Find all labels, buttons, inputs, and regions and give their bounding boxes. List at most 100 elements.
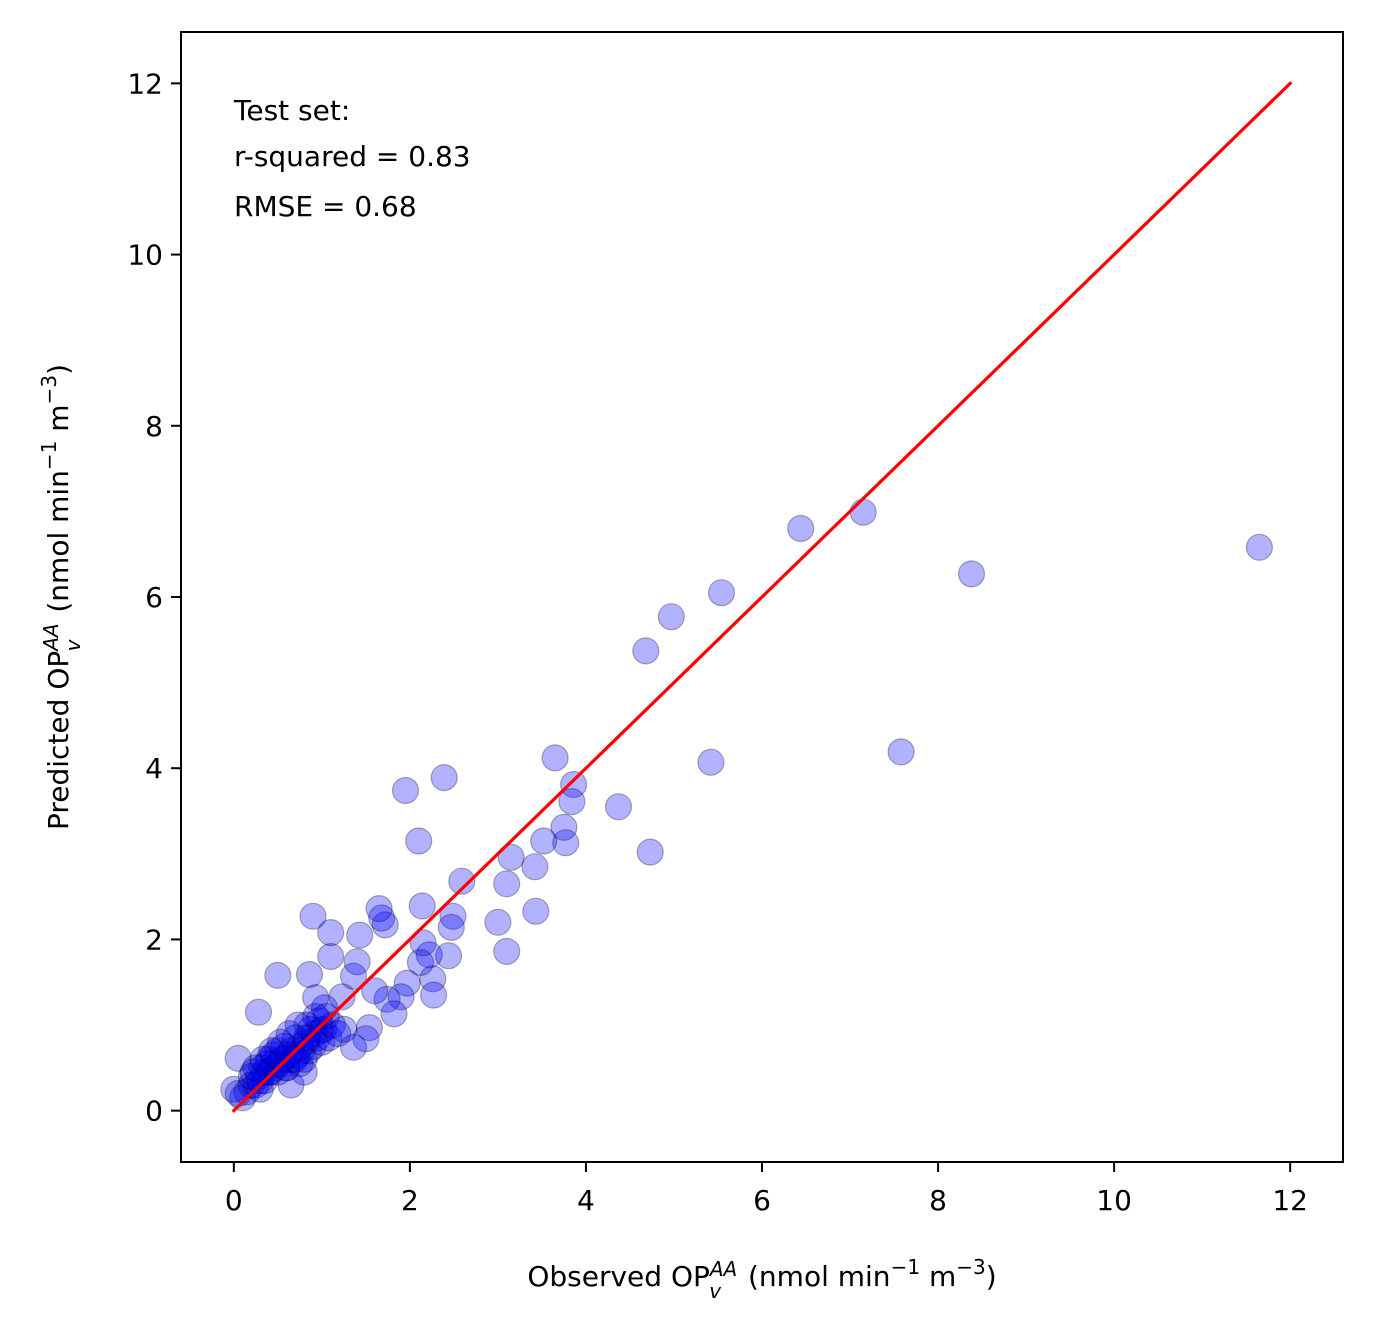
- y-axis-label-unit-b: m: [42, 404, 75, 440]
- cluster-point-45: [255, 1058, 283, 1086]
- cluster-point-2: [229, 1084, 257, 1112]
- cluster-point-31: [296, 1015, 324, 1043]
- points-layer: [220, 498, 1274, 1112]
- data-point-29: [420, 981, 448, 1009]
- x-tick-label-5: 10: [1096, 1184, 1132, 1217]
- cluster-point-35: [305, 1007, 333, 1035]
- data-point-55: [299, 902, 327, 930]
- data-point-14: [550, 813, 578, 841]
- identity-line: [231, 81, 1293, 1113]
- cluster-point-49: [273, 1054, 301, 1082]
- x-tick-label-6: 12: [1272, 1184, 1308, 1217]
- y-axis-label-unit-a: (nmol min: [42, 470, 75, 621]
- x-axis-label-unit-b: m: [920, 1260, 956, 1293]
- cluster-point-19: [270, 1032, 298, 1061]
- cluster-point-4: [237, 1071, 265, 1099]
- data-point-37: [387, 983, 415, 1011]
- x-axis-label-exp1: −1: [891, 1255, 920, 1279]
- cluster-point-12: [255, 1045, 283, 1073]
- cluster-point-3: [233, 1078, 261, 1106]
- x-tick-label-0: 0: [225, 1184, 243, 1217]
- data-point-11: [559, 770, 588, 799]
- data-point-9: [636, 838, 664, 866]
- x-axis-label-main: Observed OP: [527, 1260, 710, 1293]
- y-axis: 0 2 4 6 8 10 12: [127, 67, 181, 1128]
- annotation-line-1: Test set:: [233, 94, 350, 127]
- data-point-20: [493, 870, 521, 898]
- data-point-8: [632, 637, 660, 665]
- cluster-point-53: [290, 1045, 318, 1073]
- cluster-point-48: [268, 1045, 296, 1073]
- data-point-0: [1245, 533, 1274, 561]
- data-point-10: [604, 793, 633, 821]
- data-point-41: [368, 904, 396, 932]
- cluster-point-7: [244, 1062, 273, 1091]
- cluster-point-9: [248, 1054, 276, 1082]
- cluster-point-38: [312, 1002, 340, 1031]
- data-point-23: [448, 867, 476, 895]
- cluster-point-42: [330, 1015, 358, 1043]
- cluster-point-25: [283, 1041, 311, 1069]
- data-point-15: [541, 744, 569, 772]
- cluster-point-17: [266, 1049, 294, 1078]
- data-point-58: [264, 961, 292, 990]
- data-point-52: [317, 918, 345, 947]
- y-tick-label-2: 4: [145, 752, 163, 785]
- x-axis-label-sub: v: [709, 1279, 722, 1303]
- y-axis-label-main: Predicted OP: [42, 651, 75, 830]
- cluster-point-8: [246, 1067, 274, 1095]
- cluster-point-5: [239, 1058, 267, 1086]
- data-point-27: [430, 763, 458, 792]
- cluster-point-55: [242, 1054, 270, 1082]
- x-axis-label-exp2: −3: [956, 1255, 985, 1279]
- data-point-36: [393, 969, 421, 997]
- y-axis-label-sup: AA: [39, 623, 63, 652]
- x-axis-label-sup: AA: [708, 1257, 737, 1281]
- cluster-point-40: [318, 1011, 346, 1039]
- cluster-point-15: [261, 1054, 289, 1082]
- y-tick-label-5: 10: [127, 239, 163, 272]
- y-tick-label-6: 12: [127, 67, 163, 100]
- cluster-point-20: [273, 1054, 301, 1082]
- data-point-47: [343, 948, 371, 976]
- x-axis-label-unit-c: ): [986, 1260, 997, 1293]
- data-point-48: [339, 962, 368, 990]
- data-point-59: [244, 998, 273, 1026]
- y-tick-label-0: 0: [145, 1095, 163, 1128]
- data-point-6: [697, 748, 725, 776]
- y-axis-label-exp1: −1: [37, 441, 61, 470]
- data-point-4: [787, 514, 815, 543]
- x-axis: 0 2 4 6 8 10 12: [225, 1162, 1308, 1217]
- data-point-56: [295, 960, 324, 989]
- data-point-34: [408, 892, 436, 920]
- cluster-point-47: [264, 1058, 292, 1086]
- cluster-point-36: [308, 1028, 336, 1056]
- cluster-point-57: [258, 1037, 286, 1065]
- cluster-point-60: [284, 1011, 312, 1039]
- cluster-point-51: [281, 1045, 309, 1073]
- data-point-38: [380, 1000, 408, 1028]
- data-point-54: [302, 983, 330, 1012]
- cluster-point-56: [249, 1045, 277, 1073]
- y-tick-label-3: 6: [145, 581, 163, 614]
- data-point-22: [484, 908, 512, 936]
- y-axis-label-sub: v: [61, 638, 85, 651]
- cluster-point-41: [324, 1019, 352, 1048]
- data-point-2: [887, 738, 915, 766]
- data-point-18: [522, 897, 550, 925]
- cluster-point-23: [279, 1045, 307, 1073]
- y-axis-label-exp2: −3: [37, 375, 61, 404]
- cluster-point-46: [259, 1049, 287, 1078]
- data-point-24: [439, 902, 467, 930]
- y-axis-label-unit-c: ): [42, 364, 75, 375]
- data-point-31: [406, 948, 434, 977]
- annotation-line-2: r-squared = 0.83: [234, 140, 471, 173]
- data-point-44: [355, 1013, 383, 1042]
- data-point-46: [346, 921, 374, 949]
- cluster-point-58: [266, 1028, 295, 1056]
- cluster-point-63: [310, 994, 339, 1022]
- cluster-point-34: [303, 1024, 331, 1052]
- y-tick-label-1: 2: [145, 923, 163, 956]
- x-tick-label-4: 8: [929, 1184, 947, 1217]
